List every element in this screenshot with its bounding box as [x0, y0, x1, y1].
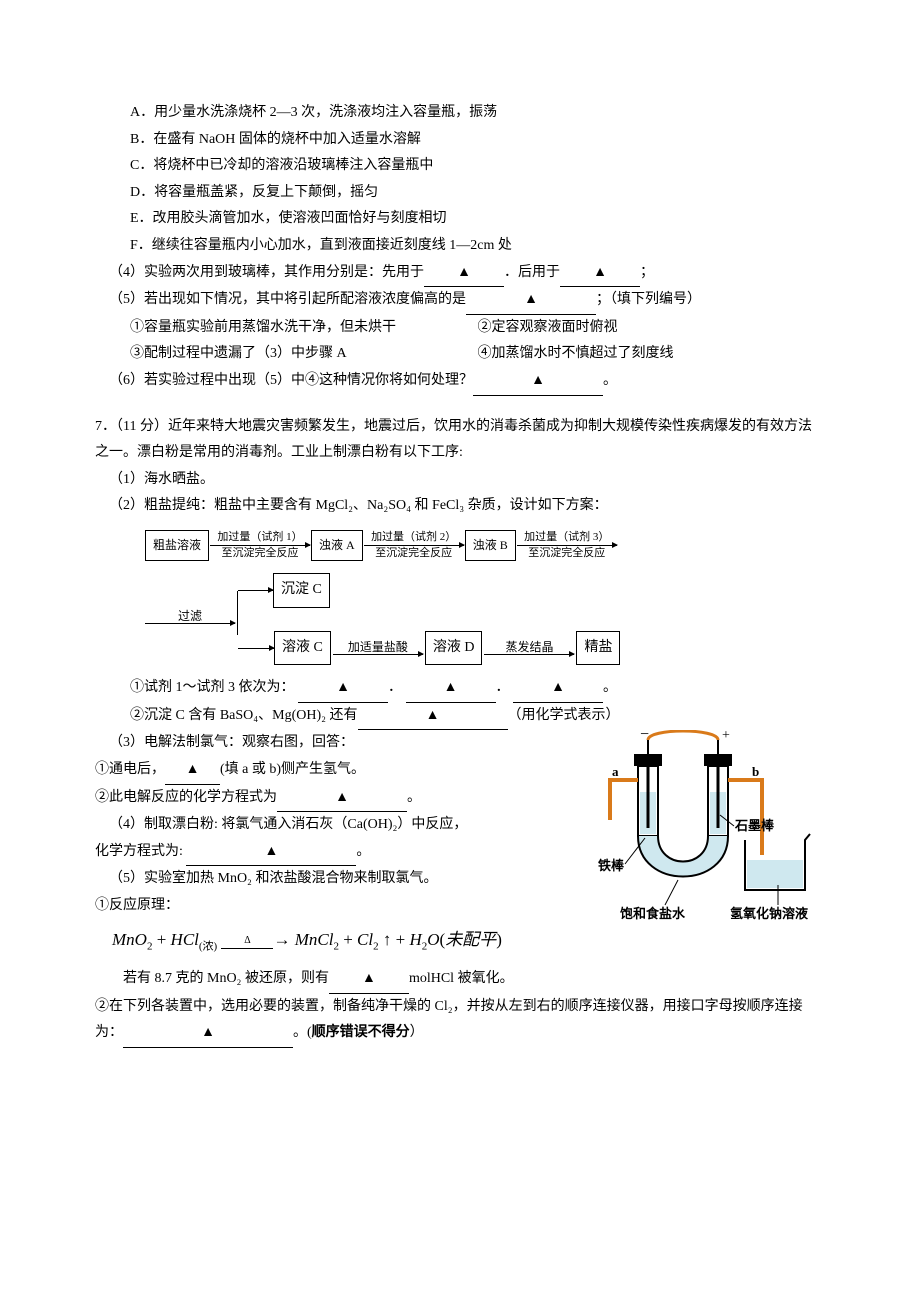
q7-s4-blank: ▲: [186, 839, 356, 867]
q7-s2-lead: （2）粗盐提纯：粗盐中主要含有 MgCl₂、Na₂SO₄ 和 FeCl₃ 杂质，…: [95, 493, 825, 520]
q7-s3q2-blank: ▲: [277, 785, 407, 813]
flow-solution-d: 溶液 D: [425, 631, 483, 666]
flow-evap-label: 蒸发结晶: [505, 641, 553, 654]
q6-5-o2: ②定容观察液面时俯视: [478, 315, 618, 342]
q7-s4-line1: （4）制取漂白粉: 将氯气通入消石灰（Ca(OH)₂）中反应，: [95, 812, 582, 839]
q6-6-lead: （6）若实验过程中出现（5）中④这种情况你将如何处理？: [109, 373, 473, 388]
q7-s3-q2: ②此电解反应的化学方程式为▲。: [95, 785, 582, 813]
q7-s2-q1: ①试剂 1～试剂 3 依次为： ▲． ▲． ▲。: [95, 675, 825, 703]
svg-text:石墨棒: 石墨棒: [734, 818, 775, 833]
q6-4-tail: ；: [640, 265, 654, 280]
q6-5-lead: （5）若出现如下情况，其中将引起所配溶液浓度偏高的是: [109, 292, 466, 307]
q6-part4: （4）实验两次用到玻璃棒，其作用分别是：先用于▲．后用于▲；: [95, 260, 825, 288]
flow-crude: 粗盐溶液: [145, 530, 209, 561]
q6-5-tail: ；（填下列编号）: [596, 292, 701, 307]
q6-4-mid: ．后用于: [504, 265, 560, 280]
q6-opt-d: D．将容量瓶盖紧，反复上下颠倒，摇匀: [130, 180, 825, 207]
svg-text:a: a: [612, 764, 619, 779]
q6-6-tail: 。: [603, 373, 617, 388]
q6-opt-c: C．将烧杯中已冷却的溶液沿玻璃棒注入容量瓶中: [130, 153, 825, 180]
q7-s5-q1-lead: ①反应原理：: [95, 893, 582, 920]
q7-s5-lead: （5）实验室加热 MnO₂ 和浓盐酸混合物来制取氯气。: [95, 866, 582, 893]
q7-s2q1-b2: ▲: [406, 675, 496, 703]
q6-5-o4: ④加蒸馏水时不慎超过了刻度线: [478, 341, 674, 368]
q6-opt-f: F．继续往容量瓶内小心加水，直到液面接近刻度线 1—2cm 处: [130, 233, 825, 260]
electrolysis-apparatus-figure: − + a b 铁棒 石墨棒: [590, 730, 825, 966]
q6-opt-e: E．改用胶头滴管加水，使溶液凹面恰好与刻度相切: [130, 206, 825, 233]
flow-hcl-label: 加适量盐酸: [348, 641, 408, 654]
q6-5-blank: ▲: [466, 287, 596, 315]
svg-text:氢氧化钠溶液: 氢氧化钠溶液: [730, 906, 808, 921]
flow-liquid-b: 浊液 B: [465, 530, 516, 561]
q6-opt-b: B．在盛有 NaOH 固体的烧杯中加入适量水溶解: [130, 127, 825, 154]
q6-6-blank: ▲: [473, 368, 603, 396]
q6-part6: （6）若实验过程中出现（5）中④这种情况你将如何处理？▲。: [95, 368, 825, 396]
q6-opt-a: A．用少量水洗涤烧杯 2—3 次，洗涤液均注入容量瓶，振荡: [130, 100, 825, 127]
q7-s5q2-bold: 顺序错误不得分: [312, 1025, 410, 1040]
svg-text:−: −: [640, 730, 649, 743]
svg-text:饱和食盐水: 饱和食盐水: [619, 906, 686, 921]
q7-s2q2-blank: ▲: [358, 703, 508, 731]
q7-s1: （1）海水晒盐。: [95, 467, 825, 494]
svg-text:b: b: [752, 764, 759, 779]
flow-filter-label: 过滤: [178, 610, 202, 623]
q7-s2q1-b3: ▲: [513, 675, 603, 703]
q6-5-o1: ①容量瓶实验前用蒸馏水洗干净，但未烘干: [130, 315, 478, 342]
q7-intro: 7．（11 分）近年来特大地震灾害频繁发生，地震过后，饮用水的消毒杀菌成为抑制大…: [95, 414, 825, 467]
q7-s5-q1-after: 若有 8.7 克的 MnO₂ 被还原，则有▲molHCl 被氧化。: [95, 966, 825, 994]
q7-s3q1-blank: ▲: [165, 757, 220, 785]
flow-solution-c: 溶液 C: [274, 631, 331, 666]
q7-s2q1-b1: ▲: [298, 675, 388, 703]
q7-s5q2-blank: ▲: [123, 1020, 293, 1048]
q7-s5-equation: MnO2 + HCl(浓) Δ→ MnCl2 + Cl2 ↑ + H2O(未配平…: [112, 924, 582, 957]
q7-s5q1-blank: ▲: [329, 966, 409, 994]
q7-s3-q1: ①通电后，▲(填 a 或 b)侧产生氢气。: [95, 757, 582, 785]
q6-4-blank1: ▲: [424, 260, 504, 288]
q6-4-blank2: ▲: [560, 260, 640, 288]
q7-s3-lead: （3）电解法制氯气：观察右图，回答：: [95, 730, 582, 757]
svg-text:铁棒: 铁棒: [597, 858, 625, 873]
q6-options: A．用少量水洗涤烧杯 2—3 次，洗涤液均注入容量瓶，振荡 B．在盛有 NaOH…: [95, 100, 825, 260]
q7-s5-q2: ②在下列各装置中，选用必要的装置，制备纯净干燥的 Cl₂，并按从左到右的顺序连接…: [95, 994, 825, 1048]
flow-precipitate-c: 沉淀 C: [273, 573, 330, 608]
q7-s4-line2: 化学方程式为: ▲。: [95, 839, 582, 867]
q6-5-o3: ③配制过程中遗漏了（3）中步骤 A: [130, 341, 478, 368]
svg-text:+: +: [722, 730, 730, 743]
flow-refined-salt: 精盐: [576, 631, 620, 666]
q7-part3-block: （3）电解法制氯气：观察右图，回答： ①通电后，▲(填 a 或 b)侧产生氢气。…: [95, 730, 825, 966]
q6-part5: （5）若出现如下情况，其中将引起所配溶液浓度偏高的是▲；（填下列编号） ①容量瓶…: [95, 287, 825, 368]
q7-flowchart: 粗盐溶液 加过量（试剂 1） 至沉淀完全反应 浊液 A 加过量（试剂 2） 至沉…: [145, 530, 825, 665]
q6-4-lead: （4）实验两次用到玻璃棒，其作用分别是：先用于: [109, 265, 424, 280]
q7-s2-q2: ②沉淀 C 含有 BaSO₄、Mg(OH)₂ 还有▲（用化学式表示）: [95, 703, 825, 731]
flow-liquid-a: 浊液 A: [311, 530, 363, 561]
